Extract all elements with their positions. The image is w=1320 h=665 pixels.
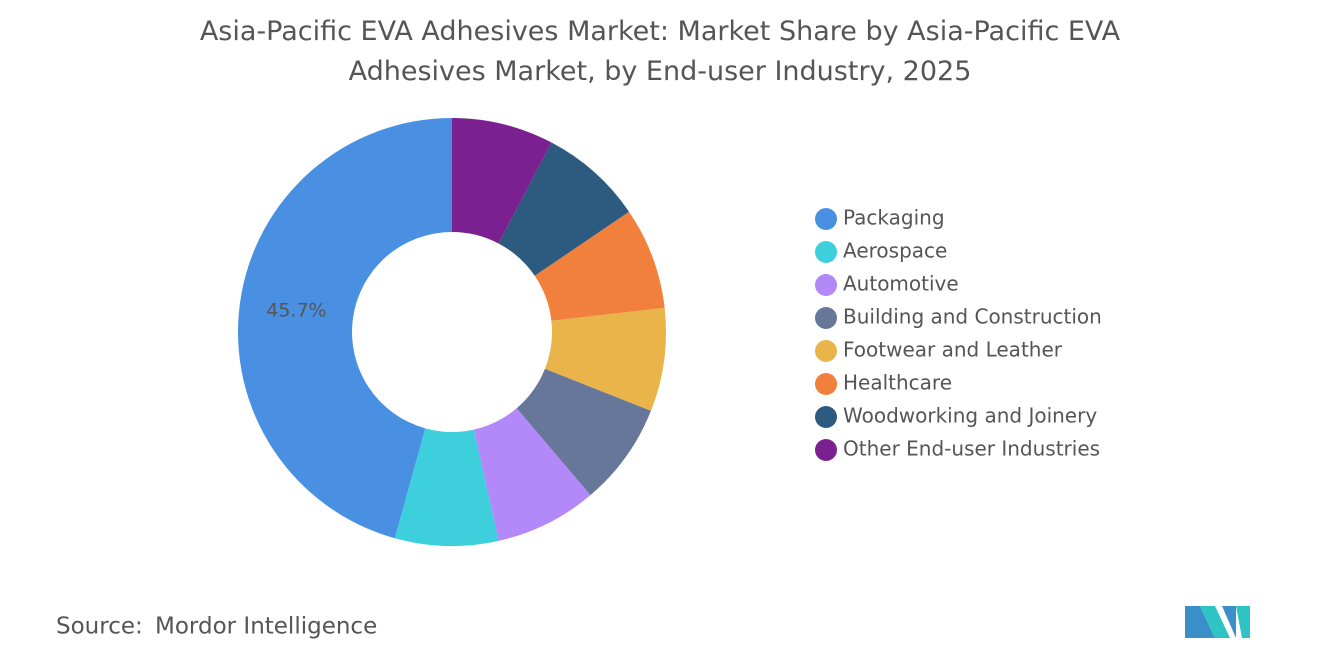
slice [534,211,665,321]
slice [516,368,651,496]
slice [238,118,452,539]
slice [394,428,499,546]
chart-title: Asia-Pacific EVA Adhesives Market: Marke… [199,16,1121,87]
legend-label: Aerospace [843,239,947,263]
legend-swatch [815,373,837,395]
legend-swatch [815,307,837,329]
legend-label: Other End-user Industries [843,437,1100,461]
legend-swatch [815,274,837,296]
legend-label: Woodworking and Joinery [843,404,1097,428]
slice [473,408,591,541]
slice [452,118,552,244]
data-label: 45.7% [266,299,326,321]
legend-swatch [815,241,837,263]
legend-label: Healthcare [843,371,952,395]
legend-swatch [815,439,837,461]
legend-swatch [815,208,837,230]
legend-swatch [815,406,837,428]
slice [544,307,666,411]
legend-label: Packaging [843,206,945,230]
slice [498,142,629,276]
legend-label: Building and Construction [843,305,1102,329]
logo [1185,606,1250,638]
legend-swatch [815,340,837,362]
legend-label: Automotive [843,272,959,296]
source-label: Source: [56,614,143,640]
legend-label: Footwear and Leather [843,338,1063,362]
source: Mordor Intelligence [155,614,377,640]
